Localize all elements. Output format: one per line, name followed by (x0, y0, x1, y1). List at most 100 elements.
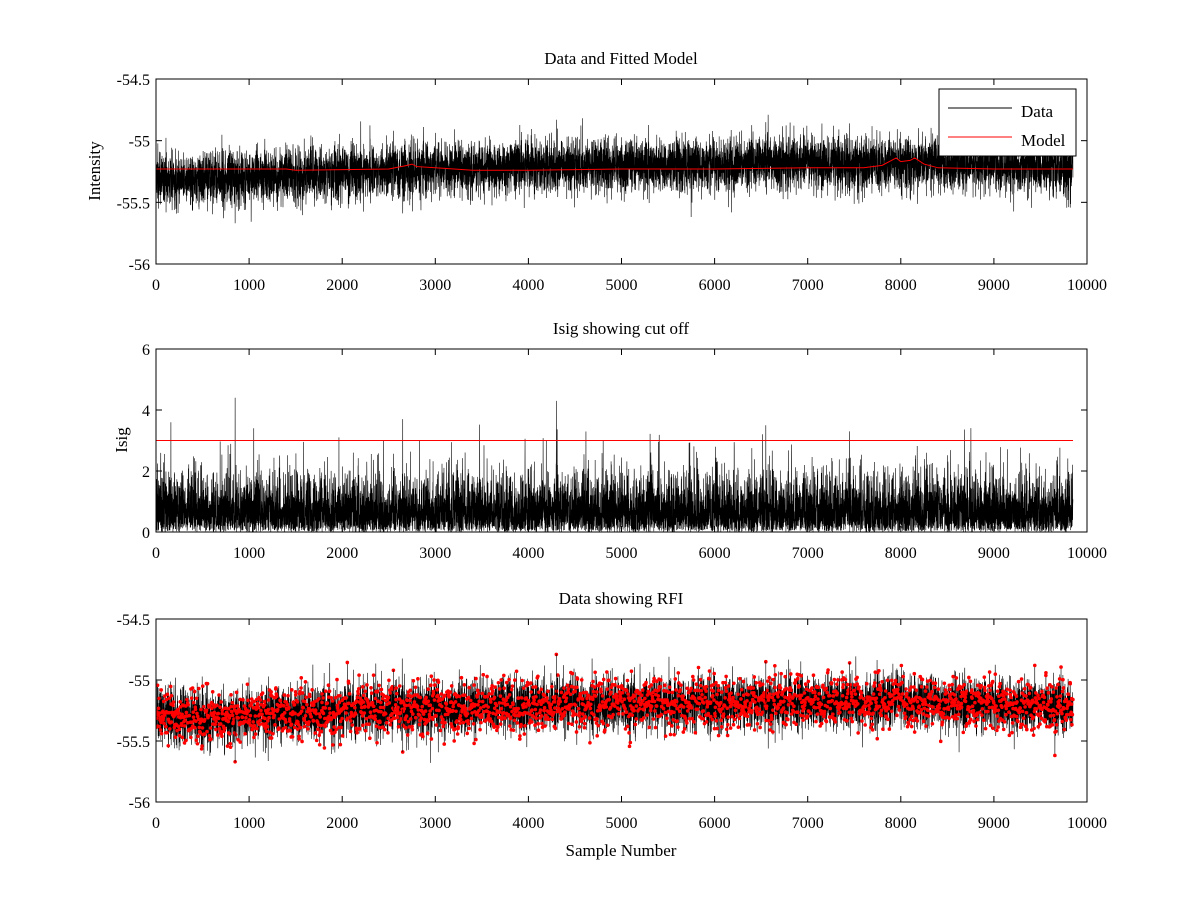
data-marker (159, 720, 163, 725)
data-marker (207, 733, 212, 738)
data-marker (558, 699, 563, 704)
data-marker (811, 700, 815, 705)
data-marker (871, 692, 876, 696)
data-marker (908, 700, 913, 705)
data-marker (919, 708, 924, 712)
data-marker (783, 674, 787, 679)
data-marker (889, 709, 894, 714)
data-marker (919, 685, 924, 689)
data-marker (574, 720, 579, 724)
y-tick-label: -55 (129, 134, 150, 151)
data-marker (396, 724, 401, 729)
data-marker (874, 700, 878, 705)
data-marker (161, 699, 166, 704)
data-marker (629, 669, 634, 673)
data-marker (1058, 703, 1062, 708)
data-marker (194, 738, 199, 743)
data-marker (436, 680, 441, 684)
data-marker (755, 722, 760, 726)
data-marker (714, 680, 718, 685)
data-marker (795, 694, 799, 698)
data-marker (176, 707, 180, 712)
data-marker (595, 717, 599, 721)
data-marker (216, 716, 221, 721)
data-marker (627, 731, 631, 735)
data-marker (518, 737, 522, 741)
data-marker (628, 704, 633, 708)
data-marker (1039, 716, 1044, 720)
data-marker (1066, 692, 1071, 697)
data-marker (392, 716, 397, 720)
data-marker (340, 734, 345, 738)
data-marker (184, 710, 189, 715)
data-marker (451, 704, 455, 709)
data-marker (983, 688, 987, 693)
data-marker (317, 712, 322, 716)
data-marker (534, 712, 539, 716)
data-marker (978, 710, 982, 715)
data-marker (625, 724, 630, 729)
data-marker (799, 713, 803, 718)
data-marker (776, 694, 780, 699)
data-marker (415, 704, 420, 709)
data-marker (732, 717, 737, 722)
data-marker (309, 714, 314, 719)
legend-label-model: Model (1021, 131, 1066, 150)
data-marker (300, 691, 305, 695)
data-marker (1023, 705, 1027, 709)
data-marker (474, 737, 478, 742)
data-marker (169, 693, 174, 698)
data-marker (413, 685, 418, 690)
x-tick-label: 10000 (1067, 545, 1107, 562)
data-marker (426, 687, 431, 692)
data-marker (380, 696, 385, 701)
data-marker (533, 685, 538, 689)
data-marker (848, 683, 853, 687)
data-marker (753, 700, 757, 704)
data-marker (724, 727, 729, 732)
data-marker (320, 700, 324, 705)
data-marker (600, 694, 605, 698)
data-marker (931, 705, 935, 709)
data-marker (420, 704, 424, 709)
data-marker (653, 709, 657, 713)
data-marker (1032, 726, 1036, 731)
data-marker (278, 699, 283, 703)
data-marker (367, 722, 371, 726)
data-marker (566, 687, 571, 691)
data-marker (857, 685, 861, 690)
data-marker (856, 731, 860, 735)
data-marker (985, 692, 990, 697)
data-marker (228, 714, 232, 718)
data-marker (760, 710, 765, 715)
data-marker (924, 685, 929, 689)
data-marker (715, 692, 719, 697)
data-marker (426, 718, 431, 723)
data-marker (1049, 700, 1053, 704)
data-marker (363, 689, 368, 694)
data-marker (223, 726, 227, 731)
data-marker (289, 722, 294, 727)
data-marker (1054, 686, 1058, 690)
data-marker (883, 689, 888, 693)
data-marker (977, 691, 982, 696)
data-marker (295, 700, 300, 704)
x-tick-label: 7000 (792, 277, 824, 294)
data-marker (1060, 719, 1065, 724)
data-marker (975, 717, 980, 722)
data-marker (930, 689, 934, 694)
data-marker (348, 729, 353, 734)
data-marker (565, 683, 570, 688)
data-marker (208, 726, 213, 730)
data-marker (1004, 712, 1008, 717)
data-marker (360, 714, 365, 718)
data-marker (909, 724, 914, 729)
data-marker (1014, 694, 1019, 699)
data-marker (185, 697, 189, 702)
data-marker (879, 713, 884, 718)
data-marker (654, 704, 659, 708)
data-marker (708, 714, 713, 719)
data-marker (988, 723, 993, 728)
data-marker (325, 701, 330, 705)
data-marker (611, 712, 615, 717)
